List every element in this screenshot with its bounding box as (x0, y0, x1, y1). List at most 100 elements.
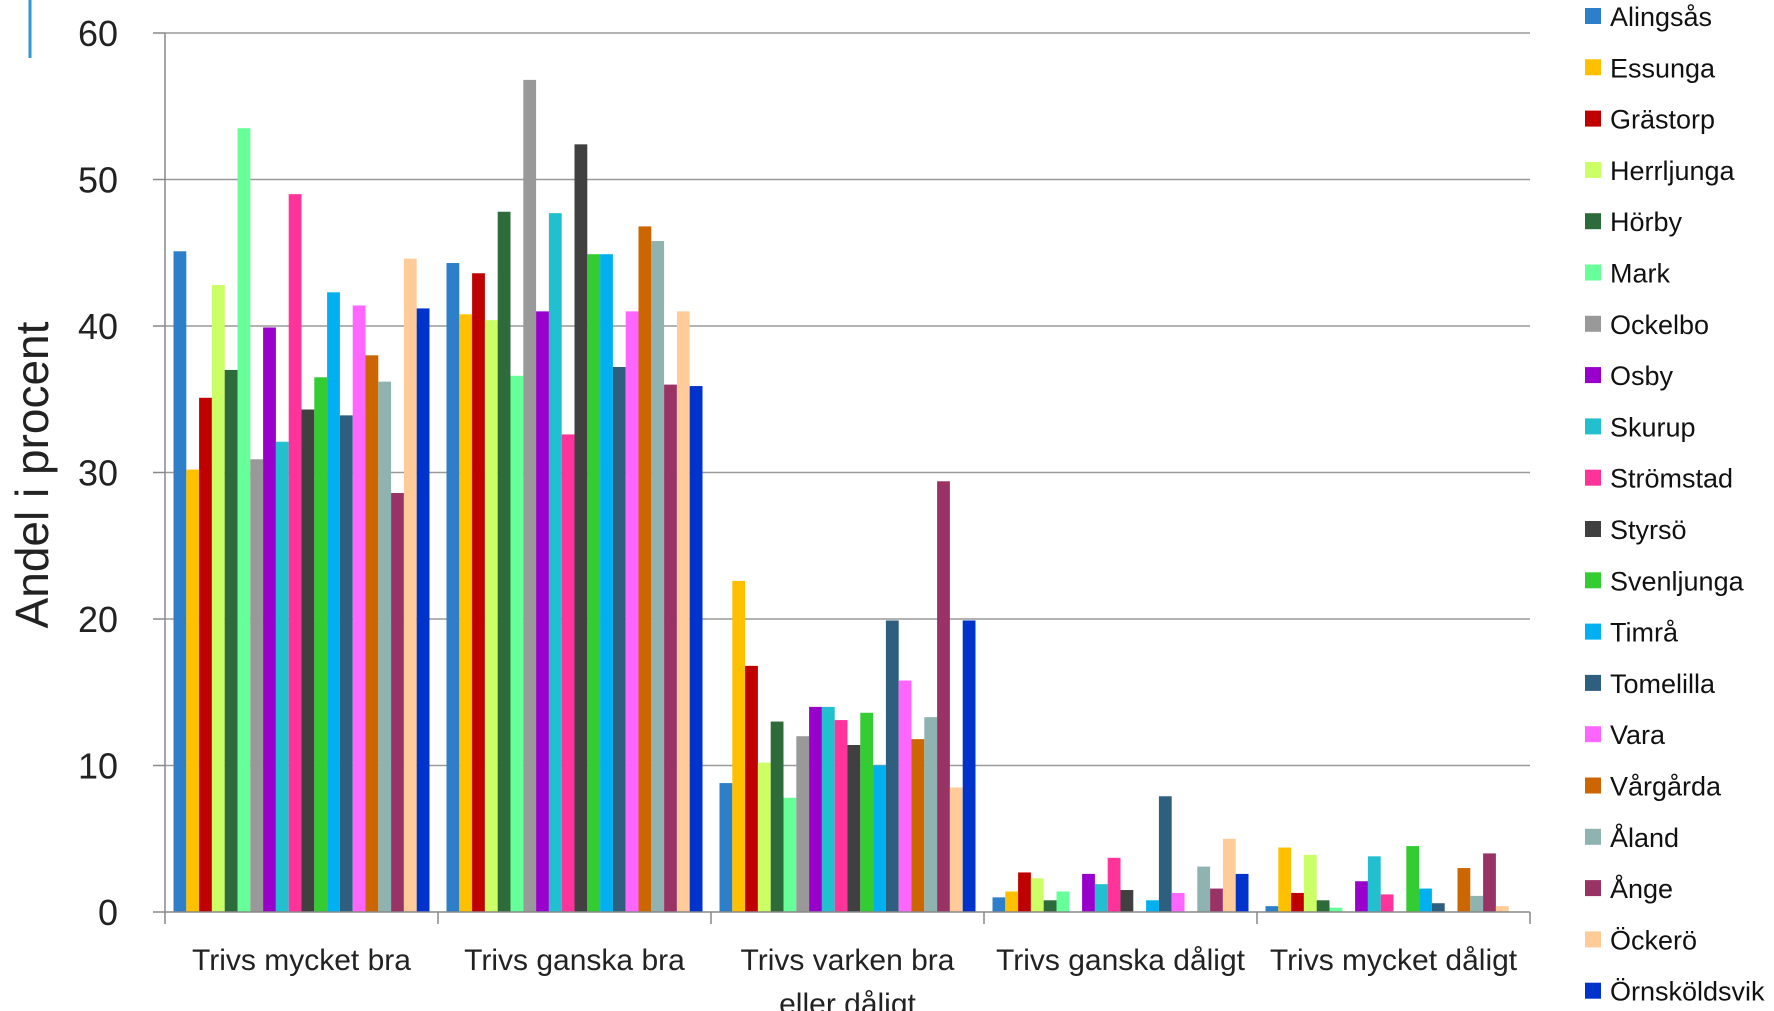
legend-swatch (1585, 674, 1601, 691)
bar (1222, 838, 1236, 912)
bar (1094, 884, 1108, 912)
bar (173, 251, 187, 912)
legend-label: Svenljunga (1610, 566, 1745, 596)
bar (523, 79, 537, 912)
bar (472, 273, 485, 912)
legend-swatch (1585, 777, 1601, 794)
bar (237, 128, 251, 913)
x-category-label: Trivs mycket dåligt (1270, 944, 1518, 977)
bar (250, 459, 264, 912)
legend-swatch (1585, 982, 1601, 999)
bar (821, 706, 835, 912)
x-category-label: Trivs varken bra (741, 944, 955, 977)
legend-swatch (1585, 931, 1601, 948)
x-category-label: eller dåligt (779, 988, 916, 1011)
bar (847, 744, 861, 912)
bar (199, 397, 212, 912)
bar (1107, 857, 1121, 912)
bar (459, 314, 473, 912)
bar (574, 144, 588, 913)
bar (484, 320, 498, 912)
bar (1043, 900, 1057, 912)
bar (1197, 866, 1211, 912)
bar (446, 263, 460, 912)
bar (1329, 907, 1343, 912)
bar (339, 415, 353, 912)
bar (548, 213, 562, 912)
bar (1355, 881, 1368, 912)
bar (664, 384, 677, 913)
bar (288, 194, 302, 912)
bar (1406, 846, 1420, 912)
legend-swatch (1585, 8, 1601, 24)
bar (809, 706, 822, 912)
legend-swatch (1585, 418, 1601, 435)
legend-swatch (1585, 264, 1601, 281)
bar (378, 381, 392, 912)
bar (1470, 895, 1484, 912)
bar (1367, 856, 1381, 912)
legend-label: Strömstad (1610, 464, 1733, 494)
bar (873, 765, 886, 912)
bar (745, 665, 758, 912)
legend-label: Ockelbo (1610, 310, 1709, 340)
bar (211, 284, 225, 913)
y-tick-label: 60 (78, 13, 118, 54)
bars (173, 79, 1509, 913)
legend-label: Ånge (1610, 873, 1673, 904)
bar (1495, 906, 1509, 912)
bar (1146, 900, 1159, 912)
bar (911, 739, 925, 912)
bar (561, 434, 575, 912)
bar (1380, 894, 1394, 912)
bar (1018, 872, 1031, 912)
bar (391, 493, 404, 912)
y-tick-label: 40 (78, 306, 118, 347)
legend-swatch (1585, 110, 1601, 127)
bar (625, 311, 639, 913)
legend-label: Styrsö (1610, 515, 1687, 545)
bar (796, 736, 810, 912)
legend-swatch (1585, 521, 1601, 537)
bar (1158, 796, 1172, 912)
legend-label: Grästorp (1610, 105, 1715, 135)
bar (783, 797, 797, 912)
bar (1303, 854, 1317, 912)
bar (327, 292, 340, 912)
legend-swatch (1585, 726, 1601, 743)
legend-swatch (1585, 161, 1601, 178)
y-tick-label: 30 (78, 453, 118, 494)
bar (1431, 903, 1445, 912)
bar (1120, 890, 1134, 912)
bar (510, 375, 524, 912)
bar (719, 783, 733, 912)
legend-label: Alingsås (1610, 2, 1712, 32)
legend-label: Timrå (1610, 618, 1679, 648)
bar (1316, 900, 1330, 912)
bar (732, 580, 746, 912)
legend-swatch (1585, 572, 1601, 589)
bar (1419, 888, 1432, 912)
x-category-label: Trivs ganska dåligt (996, 944, 1246, 977)
x-axis-categories: Trivs mycket bra Trivs ganska bra Trivs va… (192, 944, 1518, 1011)
bar (757, 762, 771, 912)
bar (962, 620, 976, 912)
bar (587, 254, 601, 913)
legend-label: Osby (1610, 361, 1674, 391)
legend-swatch (1585, 880, 1601, 897)
legend-label: Essunga (1610, 53, 1716, 83)
bar (638, 226, 652, 912)
bar (651, 241, 665, 912)
legend-label: Mark (1610, 259, 1670, 289)
bar (600, 254, 613, 913)
bar (949, 787, 963, 912)
bar (352, 305, 366, 912)
bar (770, 721, 784, 912)
y-tick-label: 0 (98, 892, 118, 933)
bar (314, 377, 328, 912)
legend-label: Vara (1610, 720, 1666, 750)
bar (403, 258, 417, 912)
legend-swatch (1585, 315, 1601, 332)
y-axis-label: Andel i procent (6, 321, 58, 628)
